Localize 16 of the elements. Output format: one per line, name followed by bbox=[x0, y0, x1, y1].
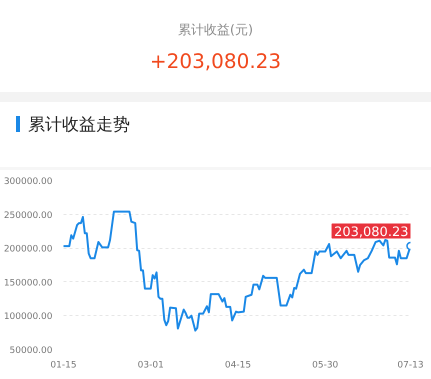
y-tick-label: 200000.00 bbox=[4, 244, 53, 255]
text: 累计收益(元) bbox=[176, 22, 254, 40]
annotation: 203,080.23 bbox=[334, 225, 409, 240]
chart-title: 累计收益走势 bbox=[0, 100, 431, 170]
x-tick-label: 05-30 bbox=[312, 360, 339, 370]
y-tick-label: 250000.00 bbox=[4, 210, 53, 221]
x-tick-label: 04-15 bbox=[224, 360, 252, 370]
y-tick-label: 50000.00 bbox=[10, 346, 53, 356]
y-tick-label: 300000.00 bbox=[4, 177, 53, 187]
x-tick-label: 03-01 bbox=[138, 360, 164, 370]
y-tick-label: 100000.00 bbox=[4, 312, 53, 322]
text: +203,080.23 bbox=[148, 48, 282, 75]
y-tick-label: 150000.00 bbox=[4, 278, 53, 288]
line-series bbox=[64, 210, 410, 332]
x-tick-label: 07-13 bbox=[397, 360, 424, 370]
x-tick-label: 01-15 bbox=[50, 360, 77, 370]
